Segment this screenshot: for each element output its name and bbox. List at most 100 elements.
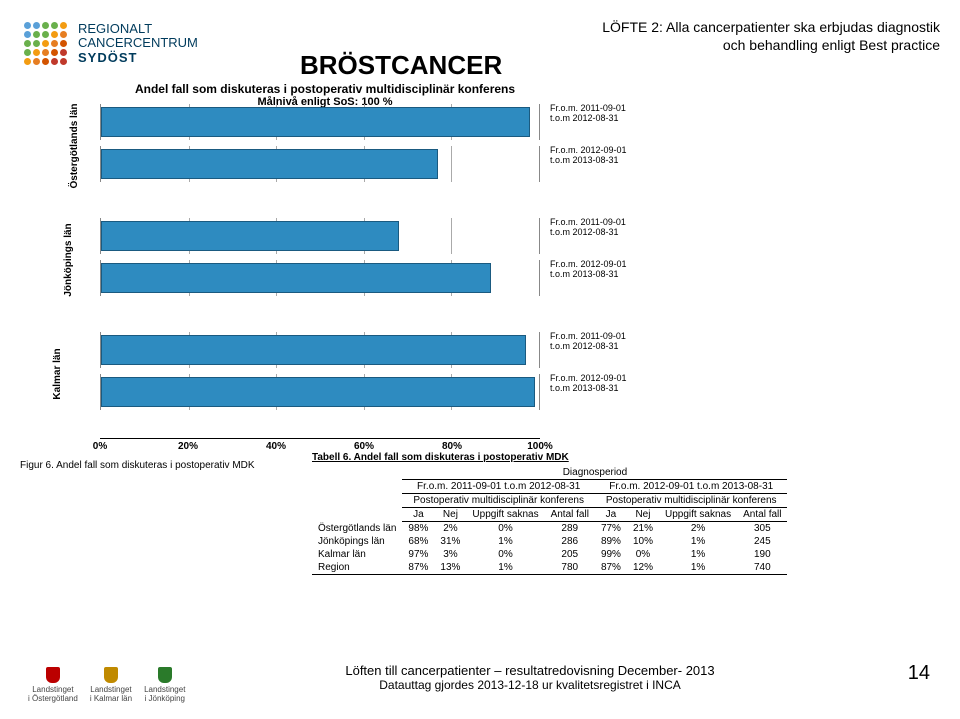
th-period2: Fr.o.m. 2012-09-01 t.o.m 2013-08-31 <box>595 480 788 494</box>
logo-line3: SYDÖST <box>78 50 137 65</box>
chart-region-kalmar: Kalmar län Fr.o.m. 2011-09-01t.o.m 2012-… <box>50 332 650 416</box>
bar-period-b <box>101 149 438 179</box>
th-antal: Antal fall <box>737 508 787 522</box>
plot-area <box>100 260 540 296</box>
footer-line1: Löften till cancerpatienter – resultatre… <box>200 663 860 678</box>
th-nej: Nej <box>627 508 659 522</box>
bar-period-b <box>101 377 535 407</box>
tick: 20% <box>178 441 198 452</box>
th-ja: Ja <box>595 508 627 522</box>
cell: 305 <box>737 522 787 536</box>
tick: 60% <box>354 441 374 452</box>
table-row: Ja Nej Uppgift saknas Antal fall Ja Nej … <box>312 508 787 522</box>
cell: 87% <box>595 561 627 575</box>
table-row: Postoperativ multidisciplinär konferens … <box>312 494 787 508</box>
plot-area <box>100 146 540 182</box>
tick: 80% <box>442 441 462 452</box>
bar-label-period-a: Fr.o.m. 2011-09-01t.o.m 2012-08-31 <box>550 218 626 238</box>
footer-logo: Landstingeti Kalmar län <box>90 667 132 703</box>
page-number: 14 <box>908 662 930 685</box>
bar-label-period-b: Fr.o.m. 2012-09-01t.o.m 2013-08-31 <box>550 374 627 394</box>
table-row: Östergötlands län 98% 2% 0% 289 77% 21% … <box>312 522 787 536</box>
th-sub1: Postoperativ multidisciplinär konferens <box>402 494 595 508</box>
cell: 1% <box>466 535 544 548</box>
cell: 0% <box>627 548 659 561</box>
page-footer: Landstingeti Östergötland Landstingeti K… <box>0 663 960 709</box>
th-diagnosperiod: Diagnosperiod <box>402 466 787 480</box>
cell: 1% <box>659 535 737 548</box>
cell: 205 <box>545 548 595 561</box>
cell: 1% <box>659 561 737 575</box>
footer-logo: Landstingeti Östergötland <box>28 667 78 703</box>
logo-text: REGIONALT CANCERCENTRUM SYDÖST <box>78 22 198 65</box>
th-period1: Fr.o.m. 2011-09-01 t.o.m 2012-08-31 <box>402 480 595 494</box>
table-row: Jönköpings län 68% 31% 1% 286 89% 10% 1%… <box>312 535 787 548</box>
tick: 100% <box>527 441 553 452</box>
cell: 1% <box>659 548 737 561</box>
cell: 21% <box>627 522 659 536</box>
logo-dots <box>24 22 70 68</box>
shield-icon <box>46 667 60 683</box>
table-row: Kalmar län 97% 3% 0% 205 99% 0% 1% 190 <box>312 548 787 561</box>
row-name: Region <box>312 561 402 575</box>
th-uppgift: Uppgift saknas <box>659 508 737 522</box>
cell: 2% <box>659 522 737 536</box>
cell: 286 <box>545 535 595 548</box>
logo-line2: CANCERCENTRUM <box>78 36 198 50</box>
footer-logos: Landstingeti Östergötland Landstingeti K… <box>28 667 185 703</box>
main-title: BRÖSTCANCER <box>300 50 502 81</box>
footer-text: Löften till cancerpatienter – resultatre… <box>200 663 860 692</box>
shield-icon <box>104 667 118 683</box>
subtitle-line1: LÖFTE 2: Alla cancerpatienter ska erbjud… <box>602 19 940 35</box>
plot-area <box>100 332 540 368</box>
page-subtitle: LÖFTE 2: Alla cancerpatienter ska erbjud… <box>450 18 940 54</box>
cell: 89% <box>595 535 627 548</box>
bar-period-a <box>101 221 399 251</box>
cell: 289 <box>545 522 595 536</box>
shield-icon <box>158 667 172 683</box>
cell: 87% <box>402 561 434 575</box>
plot-area <box>100 374 540 410</box>
chart-region-jonkoping: Jönköpings län Fr.o.m. 2011-09-01t.o.m 2… <box>50 218 650 302</box>
plot-area <box>100 104 540 140</box>
row-name: Kalmar län <box>312 548 402 561</box>
cell: 68% <box>402 535 434 548</box>
cell: 3% <box>434 548 466 561</box>
cell: 99% <box>595 548 627 561</box>
figure-caption: Figur 6. Andel fall som diskuteras i pos… <box>20 460 255 471</box>
logo-line1: REGIONALT <box>78 22 198 36</box>
row-name: Östergötlands län <box>312 522 402 536</box>
bar-label-period-a: Fr.o.m. 2011-09-01t.o.m 2012-08-31 <box>550 104 626 124</box>
table-row: Fr.o.m. 2011-09-01 t.o.m 2012-08-31 Fr.o… <box>312 480 787 494</box>
cell: 740 <box>737 561 787 575</box>
bar-period-a <box>101 335 526 365</box>
table-row: Diagnosperiod <box>312 466 787 480</box>
cell: 190 <box>737 548 787 561</box>
cell: 780 <box>545 561 595 575</box>
cell: 10% <box>627 535 659 548</box>
table-row: Region 87% 13% 1% 780 87% 12% 1% 740 <box>312 561 787 575</box>
cell: 31% <box>434 535 466 548</box>
cell: 1% <box>466 561 544 575</box>
tick: 0% <box>93 441 107 452</box>
org-logo: REGIONALT CANCERCENTRUM SYDÖST <box>24 22 198 68</box>
th-antal: Antal fall <box>545 508 595 522</box>
cell: 12% <box>627 561 659 575</box>
chart-title: Andel fall som diskuteras i postoperativ… <box>110 82 540 96</box>
table-caption: Tabell 6. Andel fall som diskuteras i po… <box>312 452 569 463</box>
x-axis: 0% 20% 40% 60% 80% 100% <box>100 438 540 452</box>
th-ja: Ja <box>402 508 434 522</box>
data-table: Diagnosperiod Fr.o.m. 2011-09-01 t.o.m 2… <box>312 466 787 575</box>
row-name: Jönköpings län <box>312 535 402 548</box>
bar-label-period-b: Fr.o.m. 2012-09-01t.o.m 2013-08-31 <box>550 146 627 166</box>
footer-line2: Datauttag gjordes 2013-12-18 ur kvalitet… <box>200 678 860 692</box>
bar-period-a <box>101 107 530 137</box>
plot-area <box>100 218 540 254</box>
bar-label-period-b: Fr.o.m. 2012-09-01t.o.m 2013-08-31 <box>550 260 627 280</box>
cell: 2% <box>434 522 466 536</box>
cell: 0% <box>466 522 544 536</box>
tick: 40% <box>266 441 286 452</box>
cell: 98% <box>402 522 434 536</box>
th-sub2: Postoperativ multidisciplinär konferens <box>595 494 788 508</box>
bar-period-b <box>101 263 491 293</box>
